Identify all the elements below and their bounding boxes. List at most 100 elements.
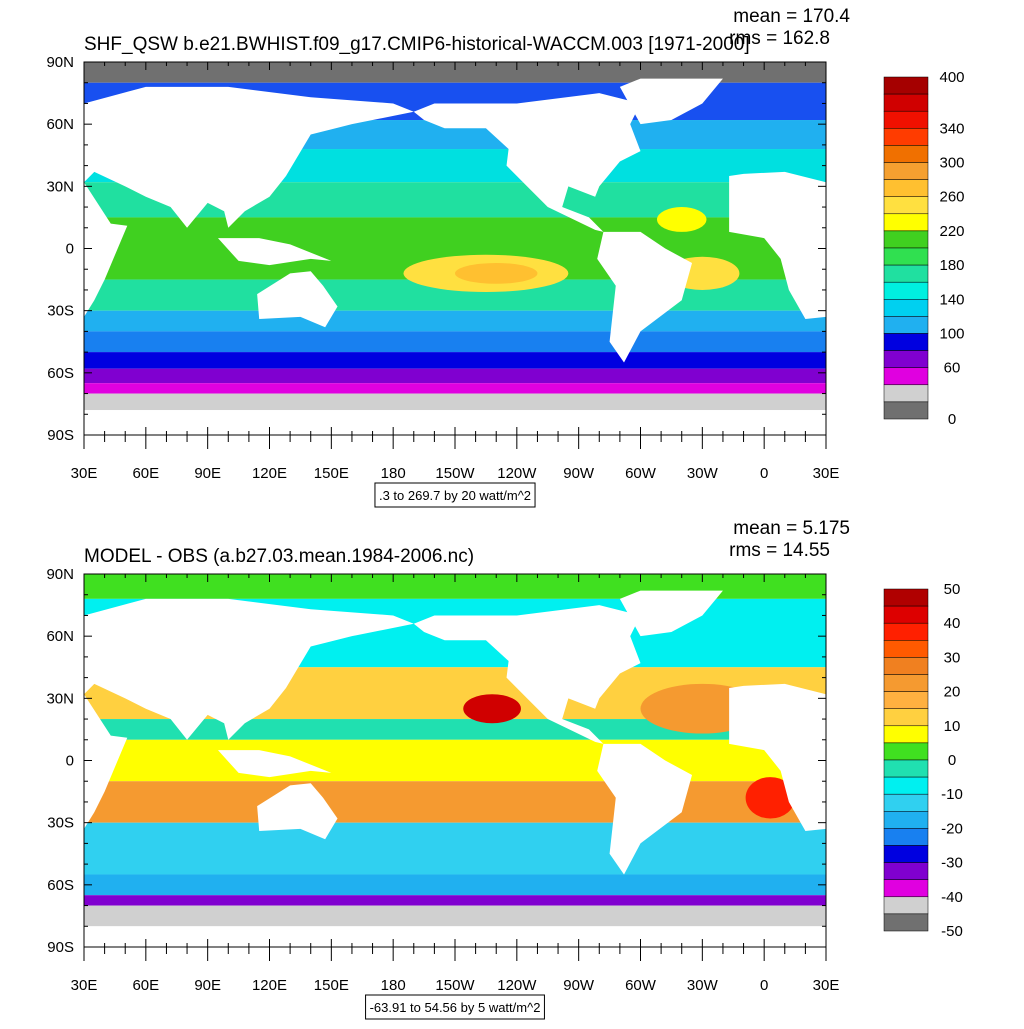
land [257,271,338,328]
lat-label: 0 [66,241,74,258]
lon-label: 90W [563,977,595,994]
lon-label: 0 [760,977,768,994]
lon-label: 120E [252,465,287,482]
lon-label: 30W [687,465,719,482]
ocean-band [84,383,826,394]
colorbar-box [883,725,929,744]
colorbar-label: 340 [939,120,964,137]
colorbar-label: 50 [944,581,961,598]
ocean-band [84,368,826,384]
ocean-band [84,352,826,369]
colorbar-box [883,605,929,624]
land [217,238,332,266]
colorbar-label: -50 [941,923,963,940]
lat-label: 30N [46,178,74,195]
lat-label: 90S [47,939,74,956]
mean-label: mean = 170.4 [733,6,850,27]
lon-label: 150E [314,465,349,482]
contour-region [745,777,796,819]
mean-label: mean = 5.175 [733,518,850,539]
lat-label: 30S [47,815,74,832]
ocean-band [84,393,826,411]
lon-label: 60W [625,465,657,482]
lon-label: 60E [132,465,159,482]
lat-label: 90N [46,566,74,583]
contour-region [463,694,521,724]
lon-label: 180 [381,465,406,482]
colorbar-box [883,828,929,846]
colorbar-box [883,913,929,932]
lon-label: 90E [194,977,221,994]
contour-region [656,207,707,232]
colorbar-box [883,350,929,368]
colorbar-label: 20 [944,684,961,701]
colorbar-box [883,708,929,727]
colorbar-label: 40 [944,615,961,632]
land [84,86,414,228]
lon-label: 60E [132,977,159,994]
lat-label: 60N [46,116,74,133]
colorbar-box [883,691,929,709]
lon-label: 120W [497,465,537,482]
colorbar-box [883,622,929,641]
map [84,574,826,947]
colorbar-label: -10 [941,786,963,803]
colorbar-box [883,759,929,778]
colorbar-label: 220 [939,223,964,240]
colorbar-label: 60 [944,360,961,377]
colorbar-box [883,333,929,351]
lat-label: 90S [47,427,74,444]
lat-label: 90N [46,54,74,71]
land [84,694,128,829]
land [729,683,826,831]
colorbar-label: 30 [944,649,961,666]
lat-label: 0 [66,753,74,770]
lon-label: 90W [563,465,595,482]
colorbar-label: 0 [948,411,956,428]
colorbar-box [883,742,929,761]
colorbar-label: 0 [948,752,956,769]
colorbar-box [883,247,929,266]
lon-label: 30E [71,977,98,994]
ocean-band [84,781,826,823]
lat-label: 30S [47,303,74,320]
lon-label: 90E [194,465,221,482]
panel-title: SHF_QSW b.e21.BWHIST.f09_g17.CMIP6-histo… [84,34,750,55]
lon-label: 150W [435,977,475,994]
colorbar-label: -30 [941,855,963,872]
colorbar-box [883,793,929,812]
lon-label: 60W [625,977,657,994]
colorbar-box [883,401,929,420]
colorbar-label: 180 [939,257,964,274]
colorbar-box [883,896,929,915]
colorbar-box [883,316,929,334]
colorbar-box [883,196,929,215]
colorbar-label: 10 [944,718,961,735]
rms-label: rms = 14.55 [729,540,830,561]
lat-label: 30N [46,690,74,707]
ocean-band [84,310,826,332]
colorbar-box [883,179,929,197]
colorbar-box [883,162,929,180]
info-box [365,994,545,1020]
colorbar-box [883,384,929,403]
contour-region [455,263,538,284]
colorbar-box [883,281,929,300]
colorbar-box [883,213,929,232]
colorbar-box [883,811,929,829]
map [84,62,826,435]
lon-label: 180 [381,977,406,994]
colorbar-box [883,128,929,146]
lat-label: 60N [46,628,74,645]
lon-label: 150E [314,977,349,994]
colorbar-box [883,776,929,795]
colorbar-box [883,299,929,317]
panel-title: MODEL - OBS (a.b27.03.mean.1984-2006.nc) [84,546,474,567]
ocean-band [84,905,826,927]
colorbar-box [883,93,929,112]
colorbar-label: 400 [939,69,964,86]
lat-label: 60S [47,365,74,382]
land [619,590,723,637]
land [619,78,723,125]
